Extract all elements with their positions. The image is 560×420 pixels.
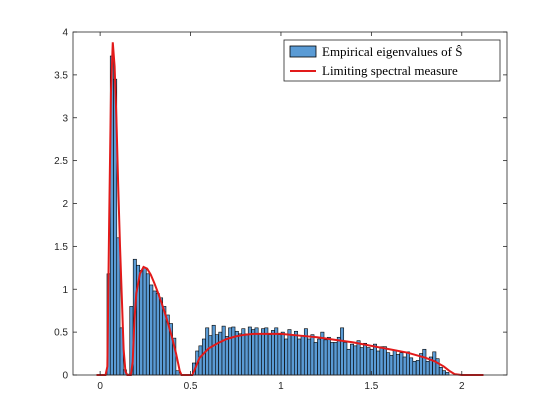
histogram-bar-63 xyxy=(326,336,331,376)
histogram-bar-49 xyxy=(280,331,285,376)
legend-box xyxy=(283,39,501,82)
histogram-bar-47 xyxy=(274,327,279,376)
histogram-bar-74 xyxy=(363,342,367,376)
histogram-bar-88 xyxy=(409,357,414,376)
histogram-bar-45 xyxy=(267,334,272,376)
histogram-bar-81 xyxy=(386,352,391,376)
histogram-bar-25 xyxy=(201,338,206,376)
histogram-bar-87 xyxy=(405,351,410,376)
histogram-bar-48 xyxy=(277,334,282,376)
histogram-bar-11 xyxy=(142,267,147,376)
histogram-bar-62 xyxy=(323,339,328,376)
y-tick-label-8: 4 xyxy=(62,28,68,39)
histogram-bar-38 xyxy=(244,333,249,376)
histogram-bar-93 xyxy=(425,360,430,376)
histogram-bar-32 xyxy=(224,336,229,376)
x-tick-label-1: 0.5 xyxy=(184,381,198,392)
y-tick-label-7: 3.5 xyxy=(54,70,68,81)
histogram-bar-40 xyxy=(251,329,256,376)
histogram-bar-31 xyxy=(221,325,226,376)
axis-ticks: 0 0.5 1 1.5 2 0 0.5 1 1.5 2 2.5 3 3.5 4 xyxy=(54,28,507,392)
histogram-bar-98 xyxy=(442,370,447,376)
y-tick-label-4: 2 xyxy=(62,199,68,210)
y-tick-label-5: 2.5 xyxy=(54,156,68,167)
histogram-bar-42 xyxy=(257,333,262,376)
histogram-bar-60 xyxy=(317,338,322,376)
histogram-bar-75 xyxy=(366,347,371,376)
x-tick-label-0: 0 xyxy=(97,381,103,392)
histogram-bar-86 xyxy=(402,356,407,376)
histogram-bar-82 xyxy=(389,354,394,376)
histogram-bar-54 xyxy=(297,338,302,376)
histogram-bar-64 xyxy=(330,342,335,376)
histogram-bar-10 xyxy=(139,270,144,376)
histogram-bar-66 xyxy=(336,336,341,376)
histogram-bar-69 xyxy=(346,348,351,376)
histogram-bar-90 xyxy=(415,360,420,376)
histogram-bar-85 xyxy=(399,352,404,376)
histogram-bar-89 xyxy=(412,360,417,376)
histogram-bar-70 xyxy=(350,343,354,376)
limiting-spectral-measure-curve xyxy=(96,42,484,376)
histogram-bar-13 xyxy=(149,284,154,376)
y-tick-label-3: 1.5 xyxy=(54,242,68,253)
histogram-bar-41 xyxy=(254,327,259,376)
y-tick-label-1: 0.5 xyxy=(54,328,68,339)
histogram-bar-33 xyxy=(228,327,233,376)
x-tick-label-3: 1.5 xyxy=(364,381,378,392)
histogram-bar-12 xyxy=(145,273,150,376)
histogram-bar-59 xyxy=(313,342,318,376)
histogram-bar-15 xyxy=(155,293,160,376)
histogram-bar-34 xyxy=(231,326,236,376)
histogram-bar-83 xyxy=(392,349,397,376)
histogram-bar-53 xyxy=(294,330,298,376)
histogram-bar-29 xyxy=(215,334,219,376)
histogram-bar-79 xyxy=(379,346,384,376)
histogram-bar-55 xyxy=(300,335,305,376)
histogram-bar-65 xyxy=(333,342,338,376)
histogram-bar-28 xyxy=(211,324,216,376)
histogram-bar-77 xyxy=(373,343,377,376)
y-tick-label-6: 3 xyxy=(62,113,68,124)
legend-label-limiting: Limiting spectral measure xyxy=(322,63,458,78)
legend-bars-swatch xyxy=(289,45,317,58)
histogram-bar-52 xyxy=(290,334,295,376)
histogram-bar-72 xyxy=(356,340,361,376)
histogram-bar-46 xyxy=(271,330,275,376)
histogram-bar-80 xyxy=(382,346,387,376)
x-tick-label-4: 2 xyxy=(459,381,465,392)
histogram-bar-73 xyxy=(359,347,364,376)
histogram-bar-21 xyxy=(175,370,180,376)
histogram-bar-44 xyxy=(264,327,269,376)
histogram-bar-51 xyxy=(287,329,292,376)
histogram-bar-67 xyxy=(340,327,345,376)
y-tick-label-2: 1 xyxy=(62,285,68,296)
x-tick-label-2: 1 xyxy=(278,381,284,392)
histogram-bar-92 xyxy=(422,348,427,376)
histogram-bar-58 xyxy=(310,334,315,376)
histogram-bar-68 xyxy=(343,342,348,376)
histogram-bar-43 xyxy=(261,328,266,376)
y-tick-label-0: 0 xyxy=(62,371,68,382)
histogram-bar-36 xyxy=(238,333,243,376)
histogram-bar-16 xyxy=(159,297,164,376)
histogram-bar-57 xyxy=(307,338,312,376)
histogram-bar-35 xyxy=(234,330,239,376)
histogram-bar-95 xyxy=(432,351,437,376)
histogram-bar-30 xyxy=(218,331,223,376)
legend: Empirical eigenvalues of Ŝ Limiting spec… xyxy=(283,39,501,82)
histogram-bar-84 xyxy=(396,354,400,376)
histogram-bar-50 xyxy=(284,338,289,376)
histogram-bar-78 xyxy=(376,350,381,376)
legend-label-empirical: Empirical eigenvalues of Ŝ xyxy=(322,44,462,59)
histogram-bar-71 xyxy=(353,345,358,376)
histogram-bar-14 xyxy=(152,290,157,376)
histogram-bar-97 xyxy=(438,366,443,376)
histogram-bar-27 xyxy=(208,335,213,376)
